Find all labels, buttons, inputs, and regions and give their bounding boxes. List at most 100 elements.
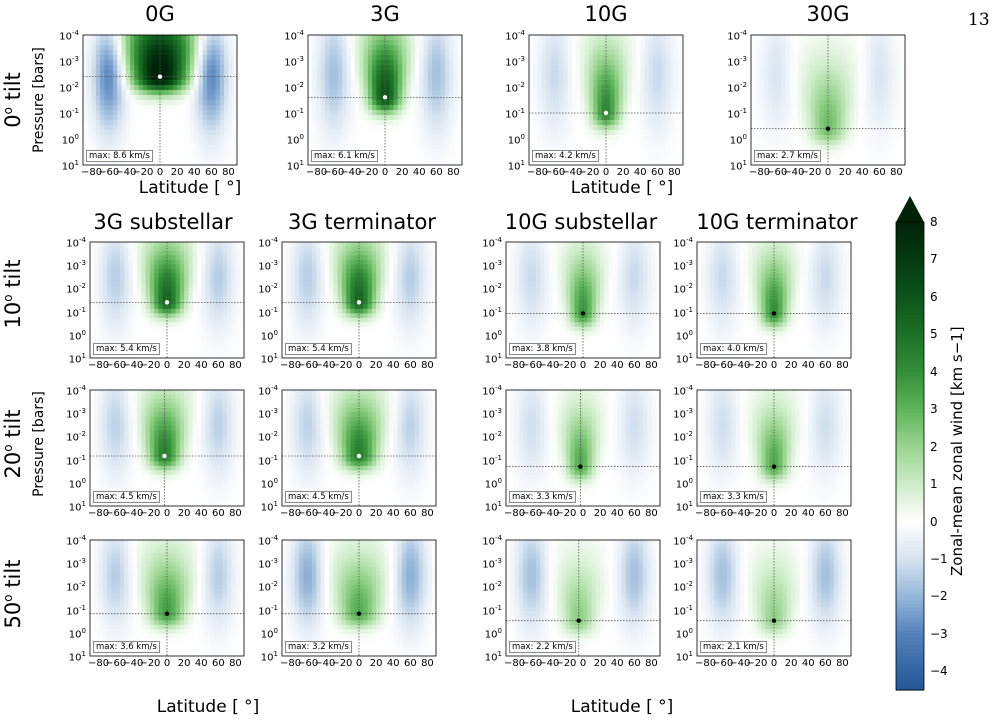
heatmap-cell [125, 145, 131, 151]
heatmap-cell [406, 160, 412, 166]
heatmap-cell [333, 85, 339, 91]
heatmap-cell [810, 35, 816, 41]
heatmap-cell [107, 277, 112, 283]
heatmap-cell [218, 255, 224, 261]
heatmap-cell [385, 60, 390, 66]
heatmap-cell [393, 55, 399, 61]
heatmap-cell [793, 145, 799, 151]
heatmap-cell [828, 35, 833, 41]
heatmap-cell [145, 246, 151, 252]
heatmap-cell [606, 155, 611, 161]
heatmap-cell [857, 60, 863, 66]
heatmap-cell [207, 50, 212, 56]
heatmap-cell [147, 95, 153, 101]
heatmap-cell [419, 95, 425, 101]
heatmap-cell [554, 50, 560, 56]
heatmap-cell [355, 110, 360, 116]
heatmap-cell [845, 80, 850, 86]
heatmap-cell [354, 250, 360, 256]
heatmap-cell [94, 282, 100, 288]
heatmap-cell [823, 105, 829, 111]
heatmap-cell [184, 353, 189, 359]
heatmap-cell [866, 120, 872, 126]
heatmap-cell [440, 120, 446, 126]
heatmap-cell [177, 85, 182, 91]
heatmap-cell [160, 130, 165, 136]
heatmap-cell [550, 60, 556, 66]
heatmap-cell [90, 304, 95, 310]
heatmap-cell [597, 110, 603, 116]
heatmap-cell [189, 130, 195, 136]
heatmap-cell [900, 50, 906, 56]
heatmap-cell [661, 105, 667, 111]
heatmap-cell [168, 155, 174, 161]
heatmap-cell [125, 55, 131, 61]
heatmap-cell [648, 40, 654, 46]
heatmap-cell [141, 277, 147, 283]
heatmap-cell [789, 70, 795, 76]
heatmap-cell [763, 110, 769, 116]
heatmap-cell [529, 140, 534, 146]
heatmap-cell [887, 160, 893, 166]
heatmap-cell [83, 60, 88, 66]
heatmap-cell [179, 255, 185, 261]
heatmap-cell [346, 85, 352, 91]
heatmap-cell [776, 50, 782, 56]
heatmap-cell [342, 160, 348, 166]
heatmap-cell [678, 130, 684, 136]
heatmap-cell [184, 322, 189, 328]
heatmap-cell [793, 95, 799, 101]
heatmap-cell [222, 286, 228, 292]
heatmap-cell [678, 150, 684, 156]
heatmap-cell [112, 95, 118, 101]
heatmap-cell [232, 60, 238, 66]
heatmap-cell [393, 65, 399, 71]
heatmap-cell [840, 155, 846, 161]
heatmap-cell [167, 259, 172, 265]
heatmap-cell [194, 65, 200, 71]
heatmap-cell [189, 95, 195, 101]
heatmap-cell [112, 110, 118, 116]
heatmap-cell [320, 160, 326, 166]
heatmap-cell [440, 40, 446, 46]
heatmap-cell [142, 115, 148, 121]
heatmap-cell [149, 353, 155, 359]
heatmap-cell [147, 65, 153, 71]
heatmap-cell [354, 246, 360, 252]
heatmap-cell [372, 60, 378, 66]
heatmap-cell [653, 80, 658, 86]
heatmap-cell [627, 130, 633, 136]
heatmap-cell [772, 160, 778, 166]
heatmap-cell [887, 130, 893, 136]
heatmap-cell [453, 50, 459, 56]
heatmap-cell [134, 40, 140, 46]
heatmap-cell [372, 65, 378, 71]
heatmap-cell [198, 50, 204, 56]
heatmap-cell [653, 50, 658, 56]
heatmap-cell [376, 242, 381, 248]
heatmap-cell [90, 246, 95, 252]
heatmap-cell [91, 55, 97, 61]
heatmap-cell [202, 140, 208, 146]
heatmap-cell [167, 340, 172, 346]
heatmap-cell [192, 268, 198, 274]
heatmap-cell [124, 308, 130, 314]
heatmap-cell [141, 268, 147, 274]
heatmap-cell [198, 60, 204, 66]
heatmap-cell [845, 115, 850, 121]
heatmap-cell [900, 90, 906, 96]
heatmap-cell [325, 70, 330, 76]
heatmap-cell [618, 155, 624, 161]
heatmap-cell [224, 50, 230, 56]
heatmap-cell [316, 120, 322, 126]
x-tick-label: 20 [838, 167, 852, 178]
heatmap-cell [128, 291, 134, 297]
heatmap-cell [342, 85, 348, 91]
heatmap-cell [160, 70, 165, 76]
heatmap-cell [798, 105, 803, 111]
heatmap-cell [158, 304, 164, 310]
heatmap-cell [870, 120, 876, 126]
x-tick-label: 20 [170, 167, 184, 178]
jet-peak-marker [382, 95, 388, 100]
heatmap-cell [427, 120, 433, 126]
